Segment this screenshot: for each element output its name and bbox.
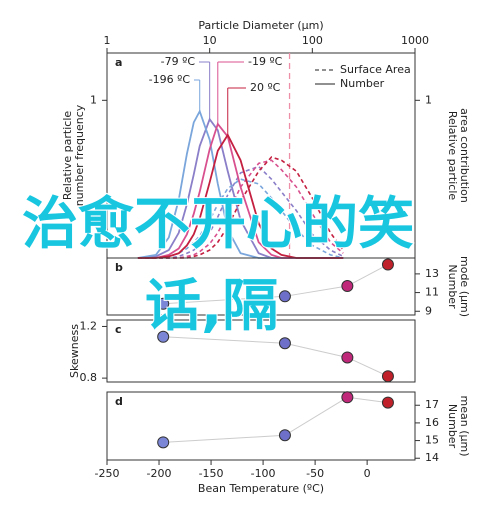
y-axis-label: Number [446,264,459,309]
y-tick-label: 15 [425,434,439,447]
trend-line [163,336,389,377]
y2-axis-label: Relative particle [446,111,459,201]
y-tick-label: 14 [425,451,439,464]
panel-letter: b [115,261,123,274]
area-curve [137,156,344,259]
trend-line [163,396,389,443]
plot-frame [106,319,416,383]
overlay-text: 话,隔 [145,274,278,339]
x-axis-label: Bean Temperature (ºC) [198,482,324,495]
y-tick-label: 1 [90,93,97,106]
annotation: -19 ºC [248,55,283,68]
annotation: -196 ºC [149,73,191,86]
x-tick-label: 1 [104,34,111,47]
annotation: 20 ºC [250,81,281,94]
y-tick-label: 13 [425,267,439,280]
point [157,297,170,310]
legend-label: Number [340,77,385,90]
point [381,396,394,409]
panel-letter: d [115,395,123,408]
point [278,429,291,442]
y2-axis-label: area contribution [458,108,471,203]
y-axis-label: Number [446,404,459,449]
annotation: -79 ºC [161,55,196,68]
point [381,258,394,271]
y-axis-label: number frequency [73,104,86,206]
point [341,391,354,404]
trend-line [163,264,389,305]
point [157,330,170,343]
x-axis-label: Particle Diameter (μm) [198,19,323,32]
point [381,370,394,383]
x-tick-label: 0 [364,467,371,480]
point [157,436,170,449]
y-tick-label: 16 [425,416,439,429]
y-axis-label: mean (μm) [458,396,471,457]
x-tick-label: 1000 [401,34,429,47]
overlay-text: 治愈不开心的笑 [22,192,414,257]
area-curve [137,178,344,259]
y-tick-label: 17 [425,398,439,411]
x-tick-label: -250 [95,467,120,480]
y-tick-label: 9 [425,304,432,317]
x-tick-label: -150 [199,467,224,480]
panel-letter: c [115,323,122,336]
y-axis-label: Skewness [68,324,81,378]
plot-frame [106,257,416,316]
panel-letter: a [115,56,122,69]
area-curve [137,159,344,259]
point [278,337,291,350]
x-tick-label: -50 [306,467,324,480]
legend-label: Surface Area [340,63,411,76]
y-axis-label: Relative particle [61,111,74,201]
y2-tick-label: 1 [425,93,432,106]
y-axis-label: mode (μm) [458,256,471,317]
plot-frame [106,391,416,461]
point [341,280,354,293]
x-tick-label: 100 [302,34,323,47]
point [341,351,354,364]
y-tick-label: 1.2 [80,319,98,332]
point [278,290,291,303]
x-tick-label: -100 [251,467,276,480]
y-tick-label: 0.8 [80,371,98,384]
y-tick-label: 11 [425,286,439,299]
x-tick-label: 10 [203,34,217,47]
x-tick-label: -200 [147,467,172,480]
